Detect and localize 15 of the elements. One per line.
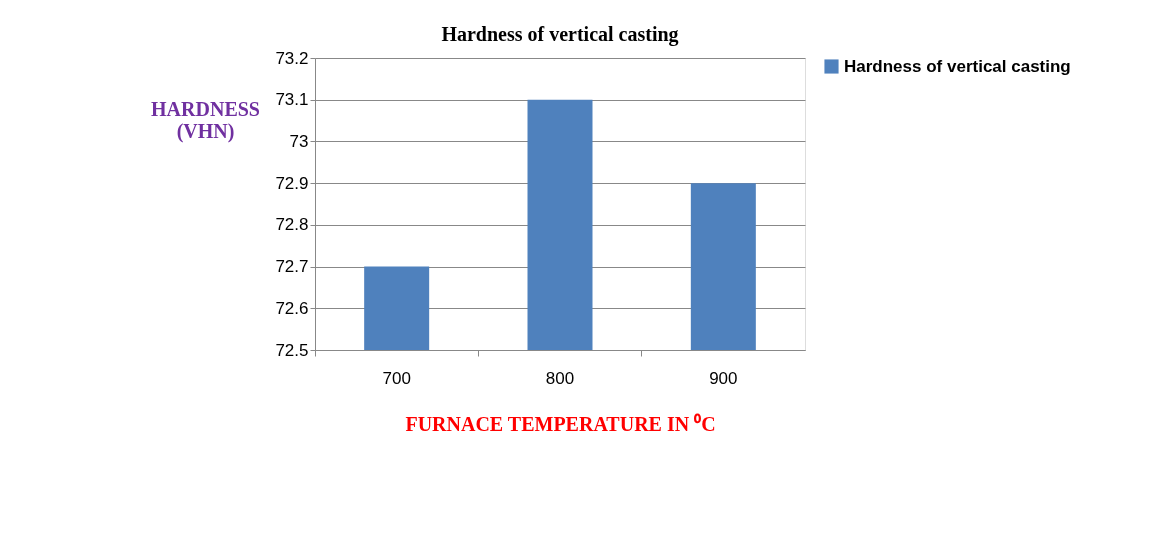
legend-label: Hardness of vertical casting <box>844 56 1071 76</box>
y-tick-label: 73 <box>289 131 309 151</box>
x-axis-title: FURNACE TEMPERATURE IN ⁰C <box>405 412 716 435</box>
x-tick-label: 900 <box>709 368 738 388</box>
y-tick-label: 72.7 <box>275 257 309 277</box>
y-tick-label: 73.2 <box>275 48 309 68</box>
chart-title: Hardness of vertical casting <box>441 23 679 46</box>
x-tick-label: 700 <box>382 368 411 388</box>
y-axis-title: HARDNESS (VHN) <box>151 97 260 143</box>
y-tick-label: 72.8 <box>275 215 309 235</box>
y-tick-label: 72.5 <box>275 340 309 360</box>
y-tick-label: 73.1 <box>275 90 309 110</box>
y-tick-label: 72.6 <box>275 298 309 318</box>
x-tick-label: 800 <box>545 368 575 388</box>
y-tick-label: 72.9 <box>275 173 309 193</box>
